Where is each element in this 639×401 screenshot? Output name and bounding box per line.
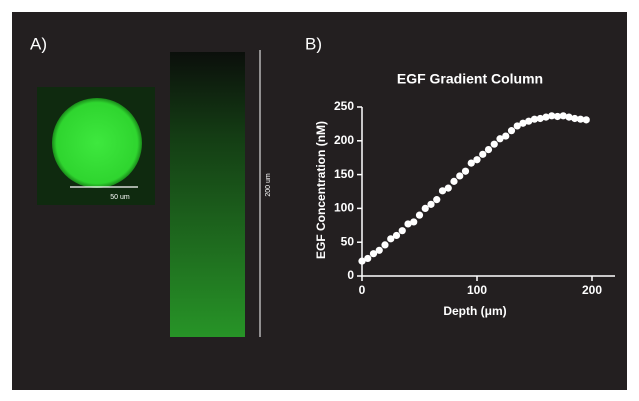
scale-bar-label: 50 um — [110, 194, 130, 201]
y-tick-label: 250 — [334, 99, 354, 113]
data-point — [485, 146, 492, 153]
data-point — [416, 212, 423, 219]
data-point — [450, 178, 457, 185]
data-point — [364, 255, 371, 262]
data-point — [399, 227, 406, 234]
y-tick-label: 200 — [334, 133, 354, 147]
panel-label: B) — [305, 34, 322, 53]
data-point — [456, 172, 463, 179]
data-point — [393, 232, 400, 239]
x-tick-label: 100 — [467, 283, 487, 297]
data-point — [381, 241, 388, 248]
x-axis-label: Depth (μm) — [443, 304, 506, 318]
data-point — [410, 218, 417, 225]
y-axis-label: EGF Concentration (nM) — [314, 121, 328, 259]
y-tick-label: 50 — [341, 234, 355, 248]
x-tick-label: 0 — [359, 283, 366, 297]
data-point — [508, 127, 515, 134]
y-tick-label: 150 — [334, 167, 354, 181]
x-tick-label: 200 — [582, 283, 602, 297]
cell — [52, 98, 142, 188]
column-image — [170, 52, 245, 337]
data-point — [473, 156, 480, 163]
data-point — [427, 201, 434, 208]
data-point — [462, 168, 469, 175]
y-tick-label: 100 — [334, 201, 354, 215]
chart-title: EGF Gradient Column — [397, 71, 543, 87]
data-point — [376, 247, 383, 254]
column-scale-label: 200 um — [265, 173, 272, 197]
data-point — [479, 151, 486, 158]
panel-label: A) — [30, 34, 47, 53]
data-point — [445, 185, 452, 192]
data-point — [491, 141, 498, 148]
figure: A) B) 50 um 200 um EGF Gradient Column D… — [0, 0, 639, 401]
data-point — [583, 116, 590, 123]
data-point — [433, 196, 440, 203]
data-point — [502, 132, 509, 139]
y-tick-label: 0 — [347, 268, 354, 282]
page: {"panel_a": {"label": "A)", "scale_bar_l… — [0, 0, 639, 401]
